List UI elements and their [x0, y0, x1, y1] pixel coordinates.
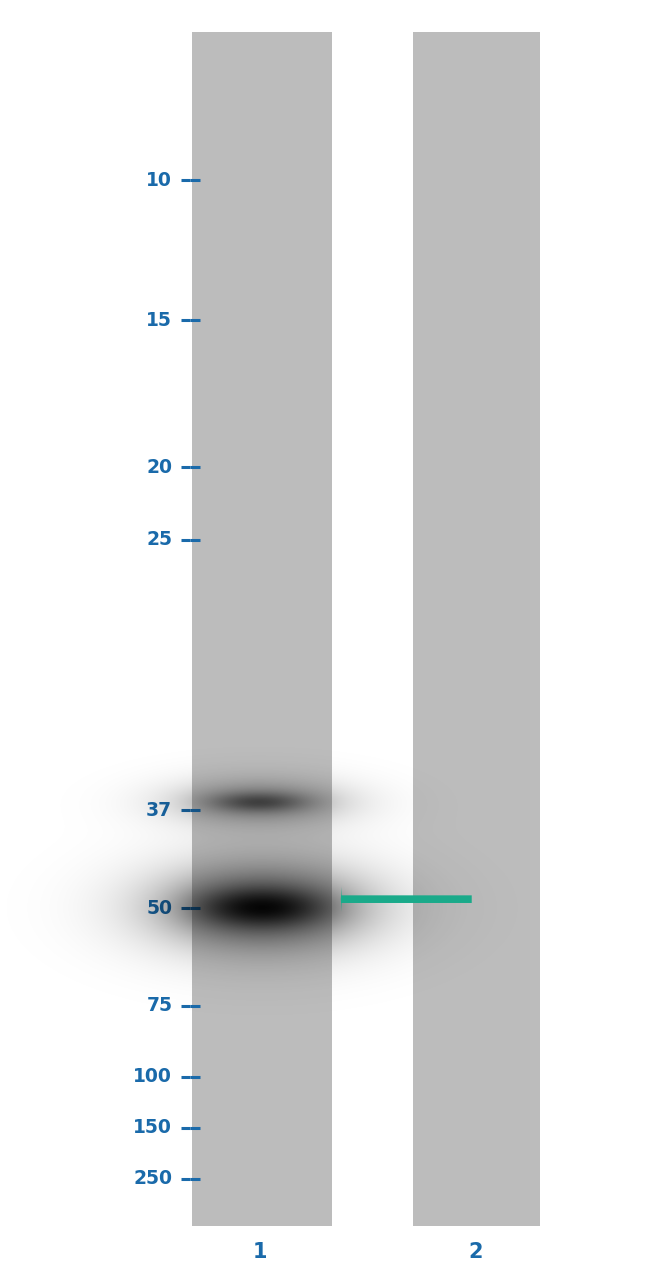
Text: 15: 15 — [146, 311, 172, 329]
Text: 37: 37 — [146, 801, 172, 819]
Text: 20: 20 — [146, 458, 172, 476]
Bar — [413, 32, 540, 1226]
Text: 100: 100 — [133, 1068, 172, 1086]
Text: 250: 250 — [133, 1170, 172, 1187]
Text: 25: 25 — [146, 531, 172, 549]
Text: 50: 50 — [146, 899, 172, 917]
Text: 10: 10 — [146, 171, 172, 189]
Bar — [192, 32, 332, 1226]
Text: 2: 2 — [469, 1242, 483, 1262]
Text: 150: 150 — [133, 1119, 172, 1137]
Text: 75: 75 — [146, 997, 172, 1015]
Text: 1: 1 — [253, 1242, 267, 1262]
